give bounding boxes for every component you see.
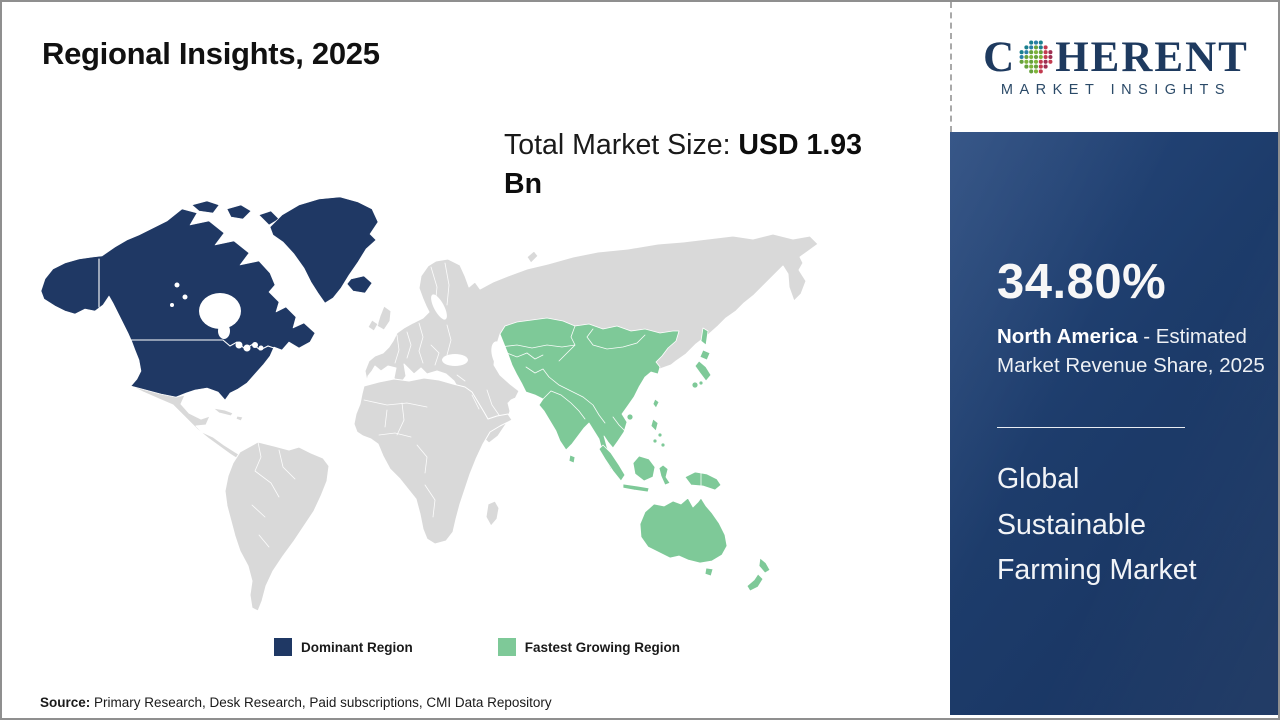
map-legend: Dominant Region Fastest Growing Region: [2, 638, 952, 656]
map-region-sumatra: [598, 444, 626, 482]
map-region-new-guinea: [684, 471, 722, 491]
source-label: Source:: [40, 695, 91, 710]
map-hudson-bay: [199, 293, 241, 329]
total-market-size-value: USD 1.93 Bn: [504, 129, 862, 200]
map-region-ireland: [367, 319, 379, 332]
map-region-south-america: [224, 441, 330, 612]
map-region-africa: [353, 377, 513, 545]
dominant-region-swatch: [273, 638, 292, 656]
logo-tagline: MARKET INSIGHTS: [1000, 82, 1232, 98]
fastest-growing-region-label: Fastest Growing Region: [524, 639, 680, 655]
legend-item-dominant: Dominant Region: [273, 638, 413, 656]
revenue-share-description: North America - Estimated Market Revenue…: [997, 322, 1265, 380]
map-region-mexico-central-america: [130, 385, 246, 462]
map-region-iceland: [346, 275, 373, 294]
map-region-sulawesi: [658, 464, 671, 486]
stats-sidebar: 34.80% North America - Estimated Market …: [950, 132, 1278, 715]
map-region-hainan: [626, 413, 634, 421]
market-name: Global Sustainable Farming Market: [997, 463, 1197, 586]
revenue-share-suffix: - Estimated Market Revenue Share, 2025: [997, 325, 1265, 377]
map-region-north-america: [40, 208, 316, 401]
map-region-asia-pacific: [499, 317, 680, 471]
fastest-growing-region-swatch: [497, 638, 516, 656]
dominant-region-label: Dominant Region: [300, 639, 413, 655]
map-region-sakhalin: [700, 327, 709, 346]
map-baltic-sea: [431, 294, 447, 320]
map-region-philippines: [650, 418, 659, 432]
map-region-novaya-zemlya: [526, 250, 539, 264]
map-region-java: [622, 483, 650, 493]
revenue-share-region: North America: [997, 325, 1138, 348]
logo-globe-icon: [1019, 40, 1053, 73]
map-region-tasmania: [704, 567, 714, 577]
world-map: [40, 196, 819, 612]
map-great-lakes: [235, 341, 243, 349]
map-region-new-zealand: [746, 557, 771, 592]
brand-logo: C HERENT MARKET INSIGHTS: [950, 2, 1278, 132]
map-region-arctic-islands: [191, 200, 280, 226]
sidebar-divider: [997, 427, 1185, 428]
map-black-sea: [442, 354, 468, 366]
legend-item-fastest-growing: Fastest Growing Region: [497, 638, 680, 656]
map-persian-gulf: [508, 397, 522, 405]
source-text: Primary Research, Desk Research, Paid su…: [90, 695, 552, 710]
total-market-size: Total Market Size: USD 1.93 Bn: [504, 126, 894, 204]
page-title: Regional Insights, 2025: [42, 36, 380, 71]
map-region-australia: [639, 497, 728, 564]
map-region-taiwan: [652, 398, 660, 409]
map-region-uk: [376, 305, 392, 331]
source-note: Source: Primary Research, Desk Research,…: [40, 695, 552, 710]
map-region-cuba: [212, 407, 234, 417]
map-region-borneo: [632, 455, 656, 482]
map-caspian-sea: [491, 341, 507, 369]
logo-text-suffix: HERENT: [1055, 34, 1249, 81]
map-region-greenland: [269, 196, 379, 304]
map-region-hispaniola: [235, 415, 244, 422]
total-market-size-label: Total Market Size:: [504, 129, 739, 161]
logo-text-prefix: C: [983, 34, 1017, 81]
revenue-share-value: 34.80%: [997, 255, 1167, 309]
map-region-madagascar: [485, 500, 500, 527]
map-region-sri-lanka: [568, 454, 576, 464]
map-border-us-canada: [130, 339, 275, 351]
map-region-japan: [694, 349, 712, 382]
